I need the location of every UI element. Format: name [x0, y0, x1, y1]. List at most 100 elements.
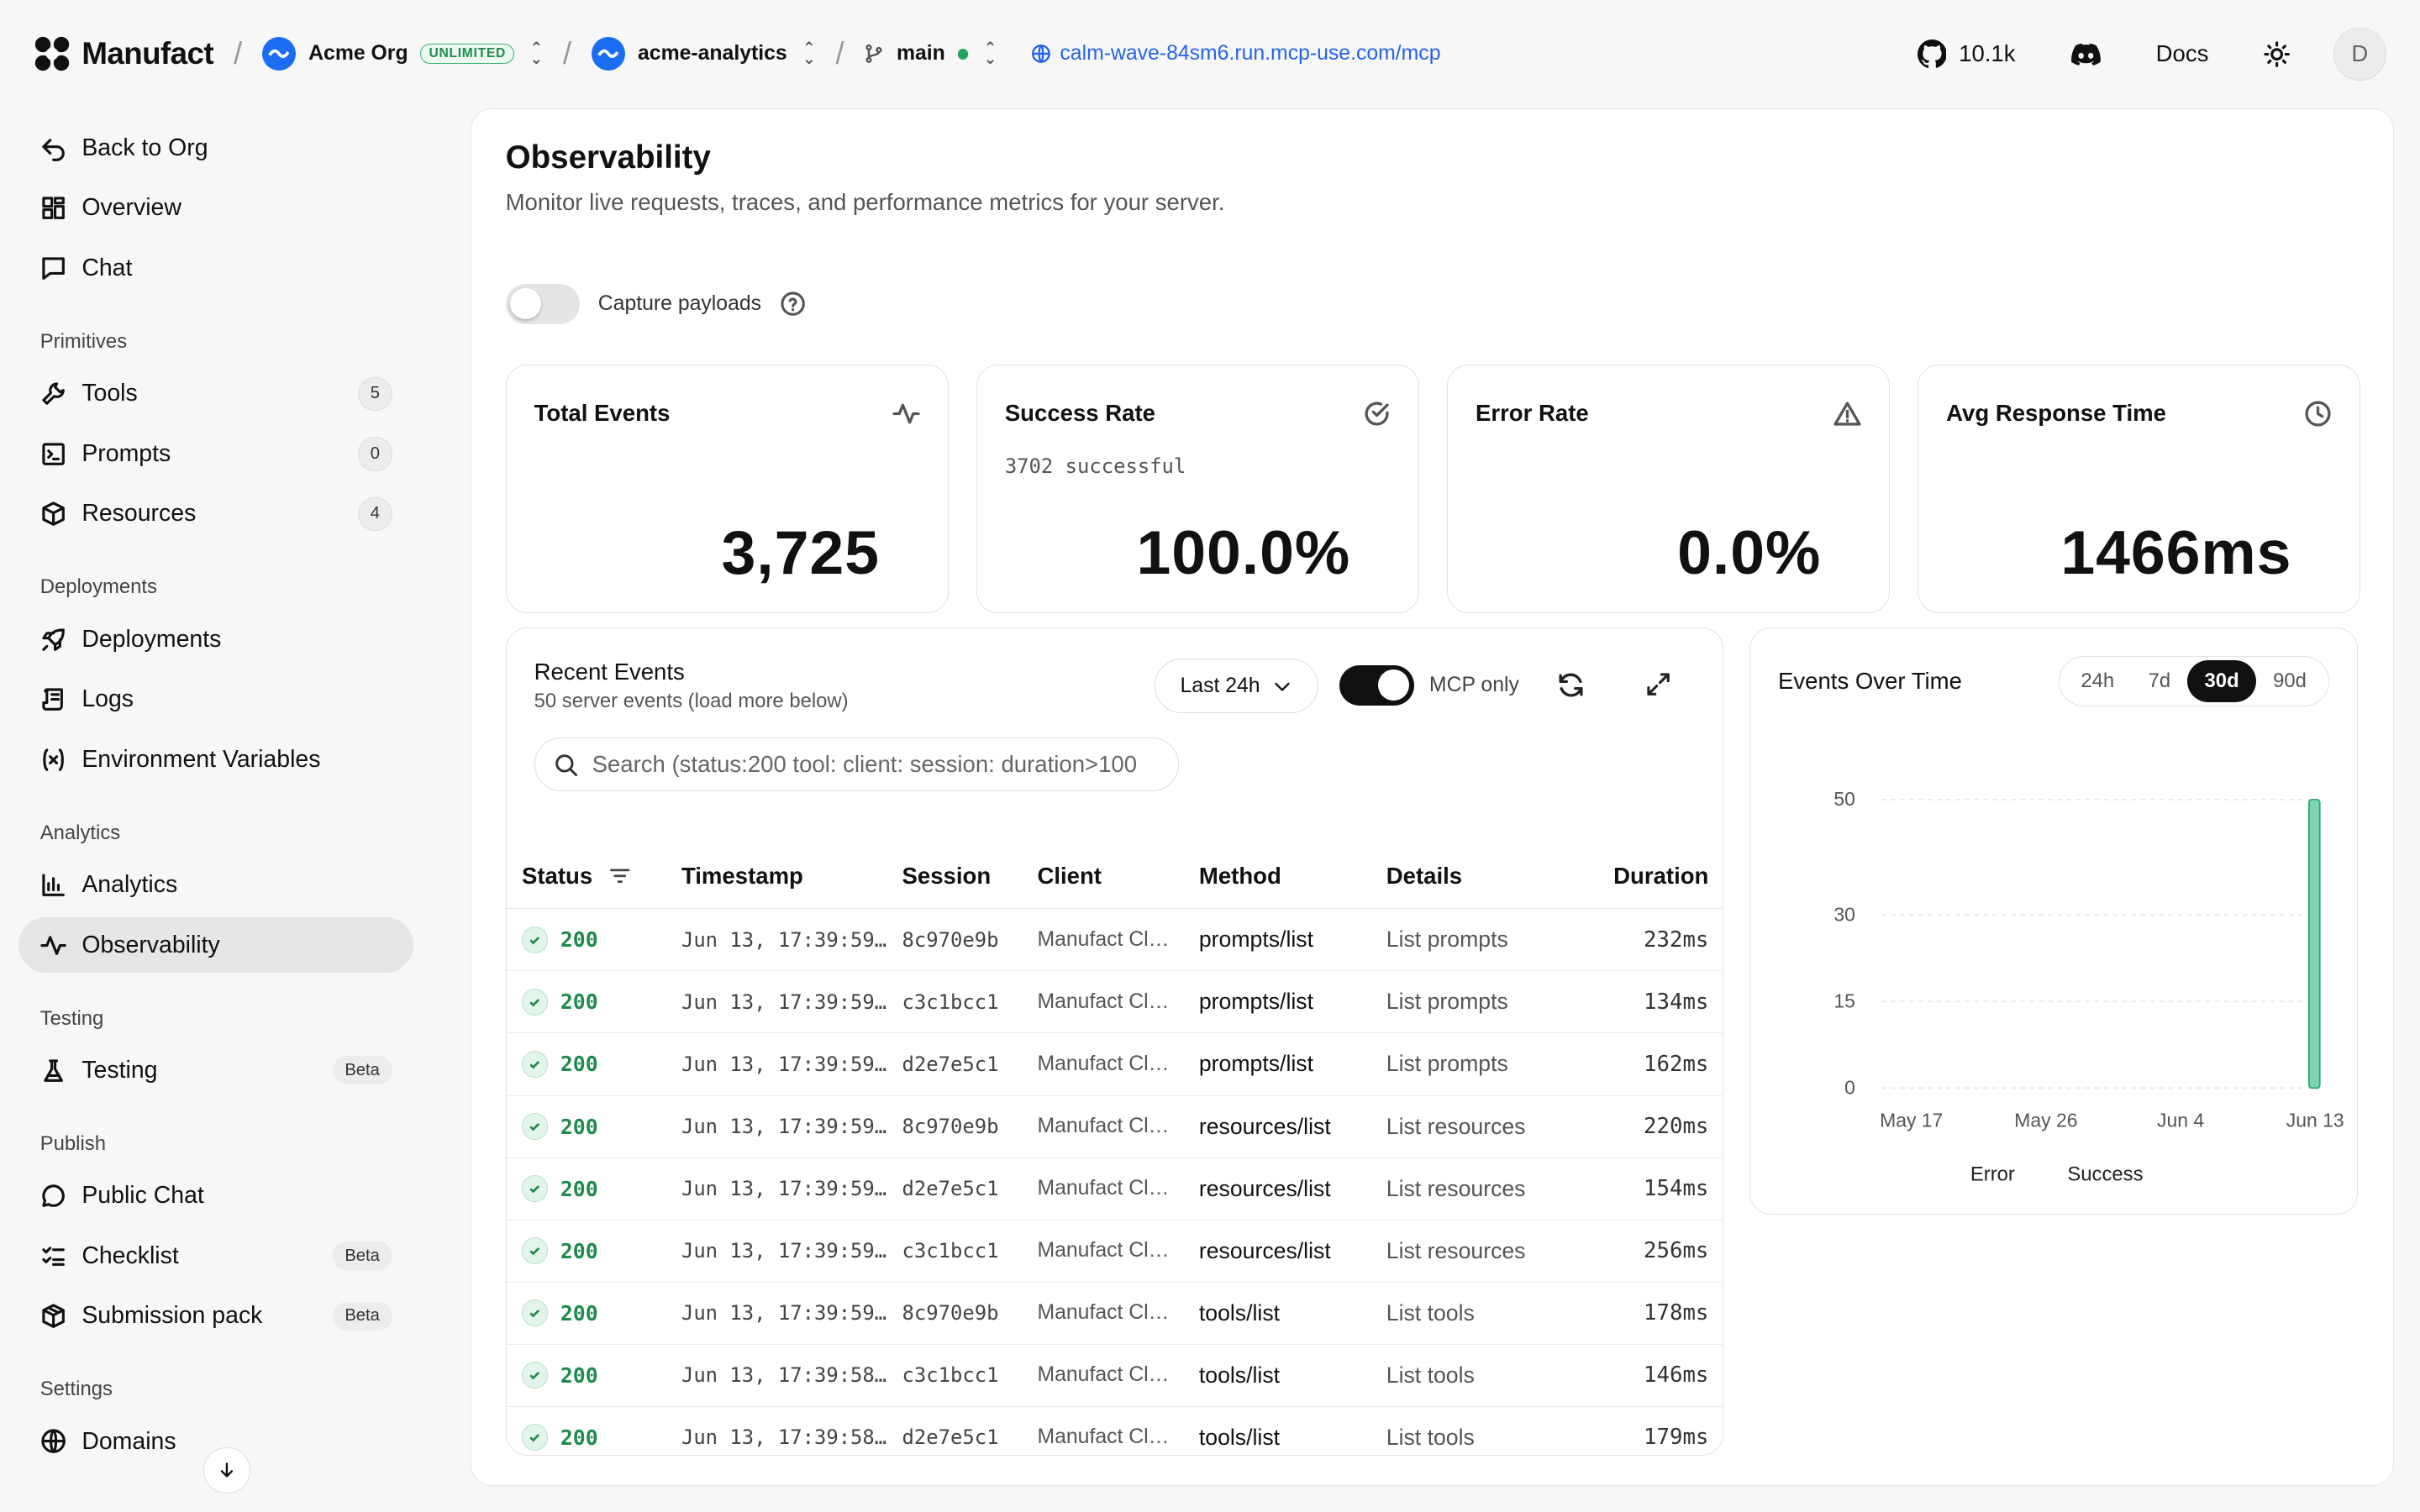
sidebar-item-analytics[interactable]: Analytics — [18, 858, 413, 913]
sidebar-item-resources[interactable]: Resources 4 — [18, 486, 413, 542]
mcp-only-toggle[interactable] — [1339, 664, 1414, 706]
sidebar-item-prompts[interactable]: Prompts 0 — [18, 426, 413, 481]
cell-duration: 154ms — [1570, 1158, 1723, 1221]
cell-status: 200 — [506, 1282, 666, 1345]
toggle-knob — [510, 288, 541, 319]
sidebar-item-chat[interactable]: Chat — [18, 240, 413, 296]
cell-client: Manufact Cl… — [1022, 1032, 1184, 1096]
status-code: 200 — [560, 1362, 598, 1388]
column-header-session[interactable]: Session — [886, 843, 1023, 910]
branch-switcher[interactable]: main ⌃ ⌄ — [864, 39, 997, 68]
capture-payloads-toggle[interactable] — [505, 283, 580, 324]
cell-status: 200 — [506, 1220, 666, 1283]
top-bar: Manufact / Acme Org UNLIMITED ⌃ ⌄ / acme-… — [0, 0, 2420, 108]
table-row[interactable]: 200 Jun 13, 17:39:58… c3c1bcc1 Manufact Cl…… — [506, 1344, 1723, 1407]
sidebar-item-public-chat[interactable]: Public Chat — [18, 1168, 413, 1224]
stat-card-title: Error Rate — [1475, 399, 1589, 426]
project-switcher[interactable]: acme-analytics ⌃ ⌄ — [591, 37, 815, 71]
range-option-7d[interactable]: 7d — [2148, 669, 2171, 693]
table-row[interactable]: 200 Jun 13, 17:39:59… d2e7e5c1 Manufact Cl…… — [506, 1158, 1723, 1221]
column-header-details[interactable]: Details — [1370, 843, 1570, 910]
server-url-link[interactable]: calm-wave-84sm6.run.mcp-use.com/mcp — [1031, 42, 1440, 66]
sidebar-item-checklist[interactable]: Checklist Beta — [18, 1228, 413, 1284]
user-avatar[interactable]: D — [2333, 28, 2386, 81]
refresh-icon[interactable] — [1557, 671, 1585, 699]
prompts-count-badge: 0 — [358, 437, 392, 471]
docs-link[interactable]: Docs — [2128, 40, 2237, 67]
sidebar-item-testing[interactable]: Testing Beta — [18, 1042, 413, 1098]
discord-icon — [2070, 43, 2101, 66]
table-row[interactable]: 200 Jun 13, 17:39:58… d2e7e5c1 Manufact Cl…… — [506, 1406, 1723, 1455]
cell-client: Manufact Cl… — [1022, 1158, 1184, 1221]
table-row[interactable]: 200 Jun 13, 17:39:59… c3c1bcc1 Manufact Cl…… — [506, 970, 1723, 1034]
sidebar-item-overview[interactable]: Overview — [18, 181, 413, 236]
org-switcher[interactable]: Acme Org UNLIMITED ⌃ ⌄ — [262, 37, 543, 71]
cell-client: Manufact Cl… — [1022, 1344, 1184, 1407]
column-header-timestamp[interactable]: Timestamp — [666, 843, 887, 910]
column-header-client[interactable]: Client — [1022, 843, 1184, 910]
breadcrumb-separator: / — [233, 36, 243, 71]
sidebar-item-tools[interactable]: Tools 5 — [18, 366, 413, 422]
range-option-30d[interactable]: 30d — [2187, 660, 2256, 703]
cell-method: resources/list — [1183, 1158, 1371, 1221]
sidebar: Back to Org Overview Chat Primitives Too… — [0, 108, 432, 1512]
github-link[interactable]: 10.1k — [1890, 39, 2044, 69]
recent-events-subtitle: 50 server events (load more below) — [534, 690, 849, 713]
sidebar-item-label: Prompts — [82, 439, 171, 467]
sidebar-item-label: Logs — [82, 685, 134, 713]
cell-duration: 178ms — [1570, 1282, 1723, 1345]
variable-icon — [43, 748, 64, 771]
resources-count-badge: 4 — [358, 496, 392, 532]
cell-timestamp: Jun 13, 17:39:59… — [666, 970, 887, 1034]
sidebar-item-submission-pack[interactable]: Submission pack Beta — [18, 1289, 413, 1344]
stat-card-total-events: Total Events 3,725 — [505, 365, 949, 614]
sidebar-item-environment-variables[interactable]: Environment Variables — [18, 732, 413, 787]
sidebar-item-observability[interactable]: Observability — [18, 917, 414, 974]
sidebar-item-label: Domains — [82, 1427, 176, 1455]
sidebar-item-back-to-org[interactable]: Back to Org — [18, 120, 413, 176]
sidebar-item-deployments[interactable]: Deployments — [18, 612, 413, 667]
filter-icon[interactable] — [608, 864, 632, 888]
sidebar-item-logs[interactable]: Logs — [18, 672, 413, 727]
y-tick-label: 50 — [1833, 788, 1855, 810]
cell-details: List prompts — [1370, 1032, 1570, 1096]
cell-details: List resources — [1370, 1158, 1570, 1221]
message-circle-icon — [42, 1184, 65, 1207]
table-row[interactable]: 200 Jun 13, 17:39:59… 8c970e9b Manufact Cl…… — [506, 1095, 1723, 1158]
table-row[interactable]: 200 Jun 13, 17:39:59… 8c970e9b Manufact Cl…… — [506, 1282, 1723, 1345]
chevron-updown-icon: ⌃ ⌄ — [983, 39, 997, 68]
cell-method: resources/list — [1183, 1220, 1371, 1283]
expand-icon[interactable] — [1645, 671, 1671, 697]
sidebar-item-label: Analytics — [82, 871, 178, 899]
theme-toggle[interactable] — [2236, 41, 2317, 67]
check-icon — [521, 989, 549, 1016]
table-row[interactable]: 200 Jun 13, 17:39:59… 8c970e9b Manufact Cl…… — [506, 908, 1723, 972]
column-header-status[interactable]: Status — [506, 843, 666, 910]
column-header-method[interactable]: Method — [1183, 843, 1371, 910]
range-option-90d[interactable]: 90d — [2273, 669, 2307, 693]
section-title-deployments: Deployments — [39, 575, 157, 599]
range-option-24h[interactable]: 24h — [2081, 669, 2115, 693]
column-header-duration[interactable]: Duration — [1570, 843, 1723, 910]
discord-link[interactable] — [2044, 43, 2128, 66]
sidebar-item-label: Resources — [82, 500, 197, 528]
scroll-down-button[interactable] — [203, 1446, 250, 1494]
y-tick-label: 0 — [1844, 1076, 1855, 1098]
section-title-analytics: Analytics — [39, 821, 121, 844]
globe-icon — [1031, 45, 1050, 64]
table-row[interactable]: 200 Jun 13, 17:39:59… d2e7e5c1 Manufact Cl…… — [506, 1032, 1723, 1096]
sidebar-item-label: Testing — [82, 1056, 158, 1084]
cell-details: List resources — [1370, 1095, 1570, 1158]
brand-logo[interactable]: Manufact — [34, 35, 214, 72]
org-name: Acme Org — [308, 42, 408, 66]
help-circle-icon[interactable] — [780, 291, 806, 317]
time-range-select[interactable]: Last 24h — [1155, 659, 1318, 713]
stat-card-value: 3,725 — [721, 517, 880, 587]
sidebar-item-domains[interactable]: Domains — [18, 1414, 413, 1469]
table-row[interactable]: 200 Jun 13, 17:39:59… c3c1bcc1 Manufact Cl…… — [506, 1220, 1723, 1283]
stat-card-title: Avg Response Time — [1946, 399, 2166, 426]
sidebar-item-label: Chat — [82, 255, 133, 282]
event-search-input[interactable]: Search (status:200 tool: client: session… — [534, 738, 1180, 792]
cell-session: d2e7e5c1 — [886, 1032, 1023, 1096]
project-logo-icon — [591, 37, 626, 71]
